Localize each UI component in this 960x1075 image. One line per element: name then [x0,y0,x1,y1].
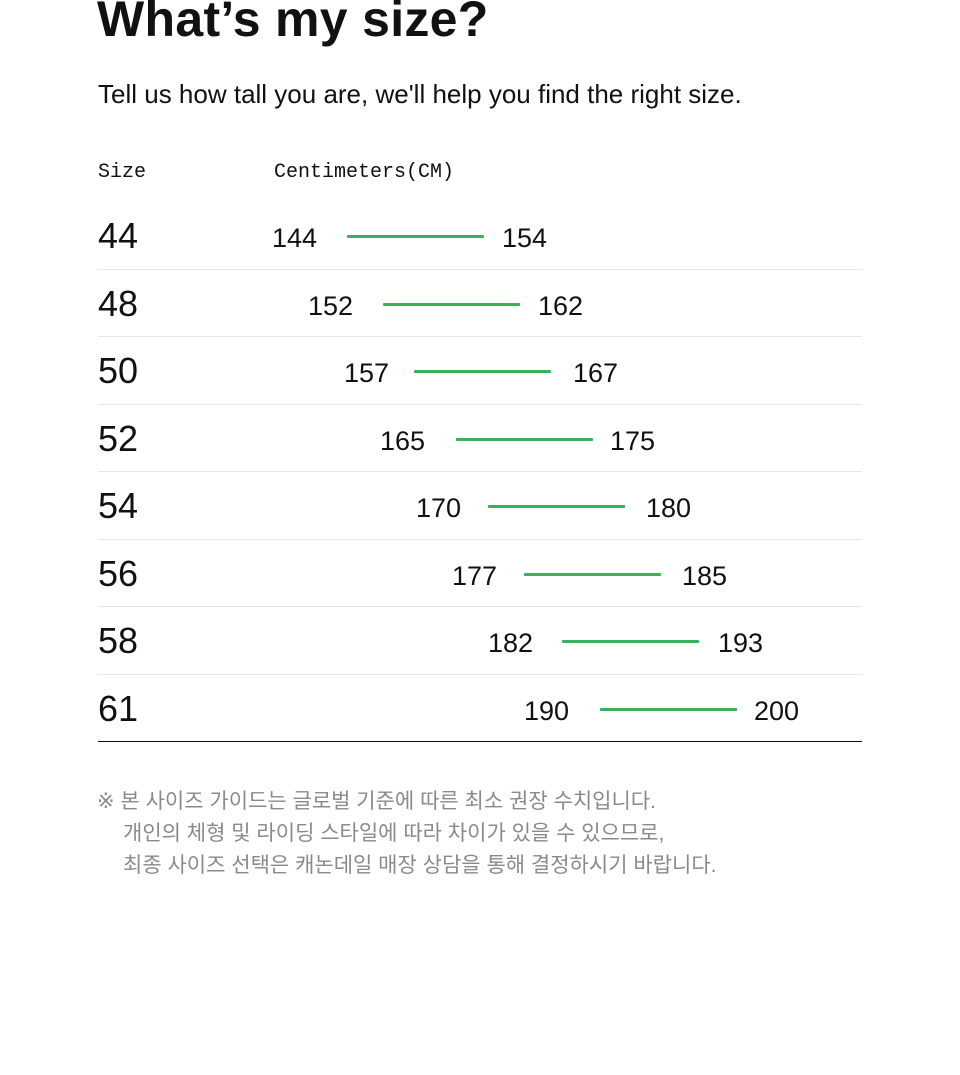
note-line: ※ 본 사이즈 가이드는 글로벌 기준에 따른 최소 권장 수치입니다. [97,790,656,813]
size-label: 58 [98,620,139,661]
height-min: 157 [344,358,390,388]
height-max: 175 [610,425,656,456]
height-range-line [456,437,593,441]
size-row-56: 56 177 185 [98,540,862,607]
height-max: 154 [502,223,548,253]
height-range-line [414,370,551,373]
note-line: 최종 사이즈 선택은 캐논데일 매장 상담을 통해 결정하시기 바랍니다. [123,854,717,877]
height-min: 144 [272,223,318,253]
height-max: 200 [754,695,800,726]
height-range-line [383,302,520,306]
size-label: 61 [98,687,139,729]
size-label: 56 [98,552,139,594]
height-min: 170 [416,493,462,523]
height-min: 165 [380,425,426,456]
size-row-50: 50 157 167 [98,337,862,405]
size-row-52: 52 165 175 [98,405,862,472]
height-range-line [488,505,625,508]
centimeters-column-header: Centimeters(CM) [274,161,455,184]
height-max: 162 [538,290,584,321]
height-min: 177 [452,560,498,591]
height-max: 193 [718,628,764,658]
size-label: 44 [98,215,139,256]
page-title: What’s my size? [97,0,489,47]
size-row-58: 58 182 193 [98,607,862,675]
size-row-61: 61 190 200 [98,675,862,742]
height-range-line [524,572,661,576]
size-label: 52 [98,417,139,459]
height-max: 180 [646,493,692,523]
height-range-line [562,640,699,643]
size-label: 54 [98,485,139,526]
size-row-44: 44 144 154 [98,202,862,270]
height-range-line [600,707,737,711]
size-guide-note: ※ 본 사이즈 가이드는 글로벌 기준에 따른 최소 권장 수치입니다. 개인의… [97,786,716,882]
height-range-line [347,235,484,238]
height-min: 152 [308,290,354,321]
size-table: 44 144 154 48 152 162 50 157 167 52 165 … [98,202,862,742]
size-label: 50 [98,350,139,391]
height-min: 182 [488,628,534,658]
size-label: 48 [98,282,139,324]
height-max: 167 [573,358,619,388]
page-subtitle: Tell us how tall you are, we'll help you… [98,79,742,109]
note-line: 개인의 체형 및 라이딩 스타일에 따라 차이가 있을 수 있으므로, [123,822,665,845]
size-row-48: 48 152 162 [98,270,862,337]
height-min: 190 [524,695,570,726]
height-max: 185 [682,560,728,591]
size-column-header: Size [98,161,147,184]
size-row-54: 54 170 180 [98,472,862,540]
